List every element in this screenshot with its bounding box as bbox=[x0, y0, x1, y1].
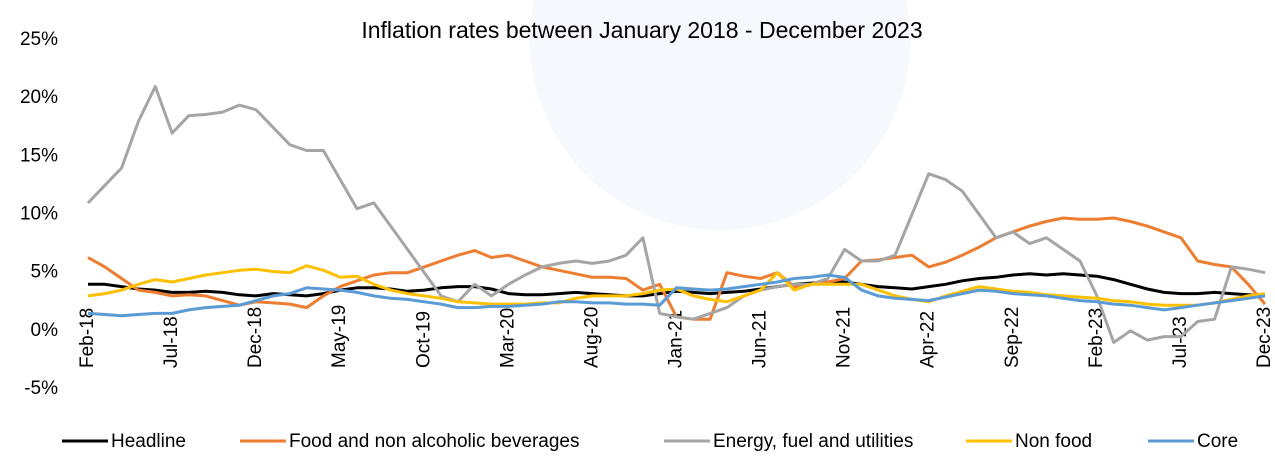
x-tick-label: Sep-22 bbox=[1002, 307, 1023, 368]
x-tick-label: Dec-18 bbox=[245, 307, 266, 368]
legend-label: Non food bbox=[1015, 431, 1092, 452]
x-tick-label: Apr-22 bbox=[918, 311, 939, 368]
series-line bbox=[86, 85, 1266, 344]
chart-title: Inflation rates between January 2018 - D… bbox=[361, 17, 922, 43]
x-tick-label: Jun-21 bbox=[750, 310, 771, 368]
x-tick-label: Feb-23 bbox=[1086, 308, 1107, 368]
x-tick-label: May-19 bbox=[329, 305, 350, 368]
y-tick-label: 10% bbox=[20, 204, 58, 225]
legend-label: Energy, fuel and utilities bbox=[713, 431, 913, 452]
watermark bbox=[530, 0, 910, 230]
legend-label: Food and non alcoholic beverages bbox=[289, 431, 579, 452]
series-line bbox=[87, 216, 1267, 321]
x-tick-label: Feb-18 bbox=[77, 308, 98, 368]
series-line bbox=[87, 273, 1266, 318]
x-tick-label: Jul-18 bbox=[161, 316, 182, 368]
x-tick-label: Jan-21 bbox=[666, 310, 687, 368]
legend-label: Core bbox=[1197, 431, 1238, 452]
x-tick-label: Jul-23 bbox=[1170, 316, 1191, 368]
y-tick-label: -5% bbox=[24, 378, 58, 399]
y-tick-label: 15% bbox=[20, 145, 58, 166]
x-tick-label: Mar-20 bbox=[497, 308, 518, 368]
x-tick-label: Nov-21 bbox=[834, 307, 855, 368]
y-tick-label: 0% bbox=[31, 320, 59, 341]
legend-label: Headline bbox=[111, 431, 186, 452]
x-tick-label: Dec-23 bbox=[1254, 307, 1275, 368]
x-tick-label: Oct-19 bbox=[413, 311, 434, 368]
y-tick-label: 25% bbox=[20, 29, 58, 50]
x-tick-label: Aug-20 bbox=[581, 307, 602, 368]
y-tick-label: 5% bbox=[31, 262, 59, 283]
y-tick-label: 20% bbox=[20, 87, 58, 108]
